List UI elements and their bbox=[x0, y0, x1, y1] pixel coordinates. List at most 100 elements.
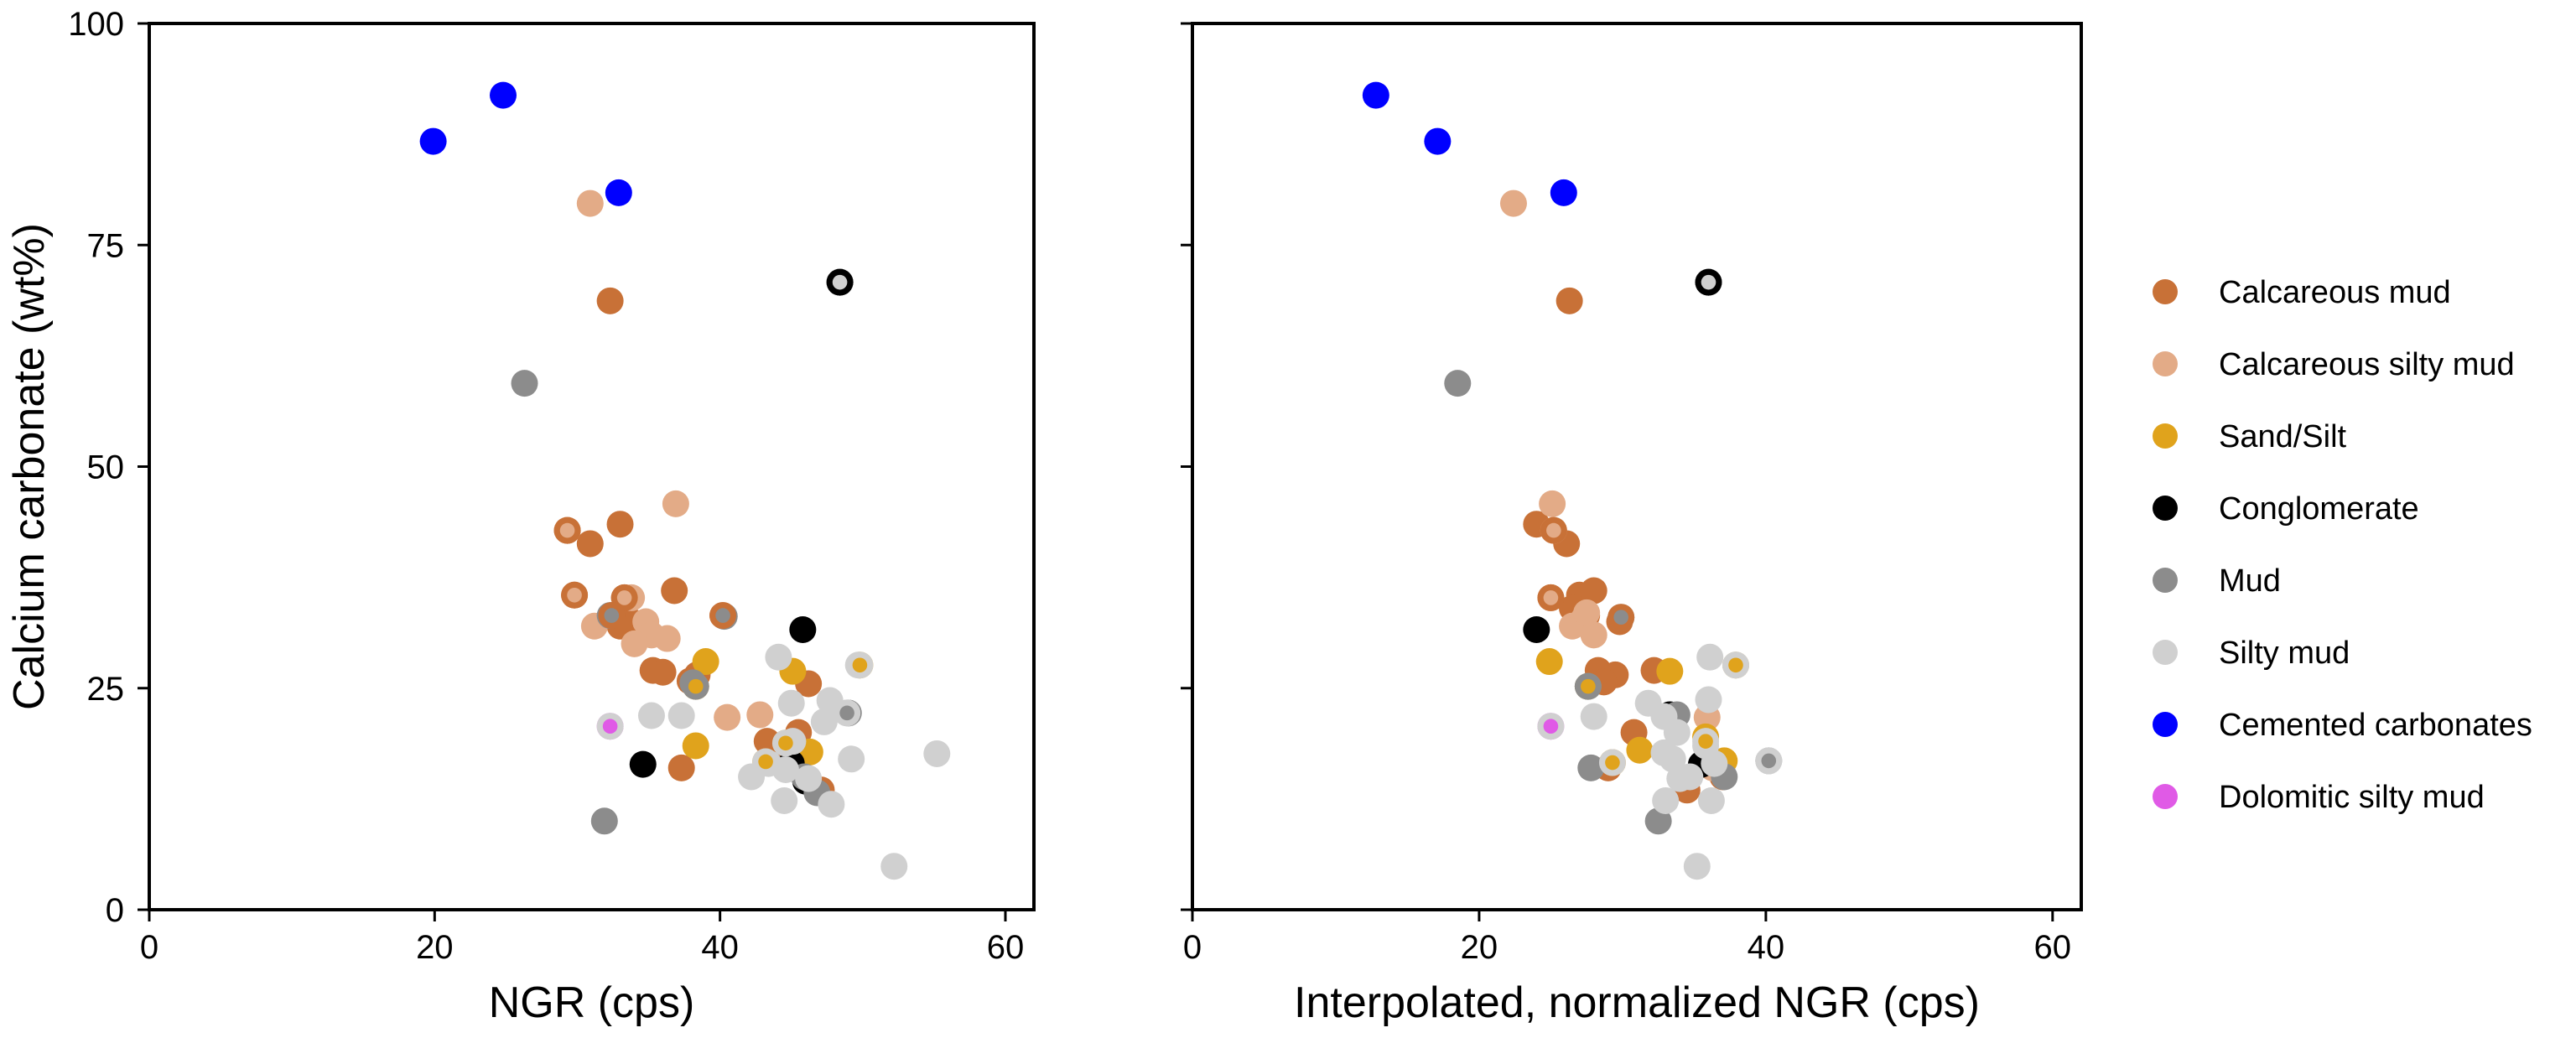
point-mud bbox=[1577, 754, 1605, 781]
point-conglomerate bbox=[789, 615, 817, 643]
ring-inner-point bbox=[852, 657, 868, 673]
point-silty-mud bbox=[923, 740, 951, 767]
legend-marker-conglomerate bbox=[2153, 496, 2178, 521]
point-silty-mud bbox=[1683, 853, 1711, 880]
point-mud bbox=[511, 370, 538, 397]
y-tick-label: 0 bbox=[106, 892, 124, 929]
plot-frame bbox=[148, 22, 1036, 911]
y-tick-label: 25 bbox=[87, 671, 125, 708]
legend: Calcareous mud Calcareous silty mud Sand/S… bbox=[2153, 275, 2532, 815]
legend-marker-cemented-carbonates bbox=[2153, 712, 2178, 737]
point-calcareous-mud bbox=[576, 530, 604, 558]
legend-label-cemented-carbonates: Cemented carbonates bbox=[2219, 708, 2532, 743]
point-sand-silt bbox=[682, 732, 709, 760]
ring-inner-point bbox=[1701, 274, 1716, 290]
point-silty-mud bbox=[880, 853, 908, 880]
point-silty-mud bbox=[637, 702, 665, 729]
chart-panel-ngr: 0 20 40 60 0 25 50 75 100 NGR (cps) Calcium carbon… bbox=[5, 6, 1036, 1027]
point-silty-mud bbox=[1663, 719, 1690, 746]
point-silty-mud bbox=[1697, 786, 1725, 814]
point-calcareous-silty-mud bbox=[714, 703, 741, 731]
y-tick-label: 100 bbox=[68, 6, 124, 43]
legend-marker-silty-mud bbox=[2153, 640, 2178, 665]
point-sand-silt bbox=[1656, 657, 1684, 685]
y-tick-label: 50 bbox=[87, 449, 125, 486]
x-axis-title: Interpolated, normalized NGR (cps) bbox=[1294, 978, 1980, 1027]
x-tick-label: 40 bbox=[1748, 929, 1785, 966]
point-cemented-carbonates bbox=[1362, 81, 1389, 109]
ring-inner-point bbox=[1543, 590, 1559, 605]
point-silty-mud bbox=[1696, 643, 1724, 671]
x-tick-label: 0 bbox=[1183, 929, 1202, 966]
legend-marker-sand-silt bbox=[2153, 423, 2178, 449]
point-calcareous-mud bbox=[1555, 287, 1583, 314]
point-mud bbox=[590, 807, 618, 835]
point-silty-mud bbox=[777, 689, 805, 717]
point-calcareous-silty-mud bbox=[746, 701, 774, 729]
x-tick-label: 40 bbox=[701, 929, 739, 966]
point-mud bbox=[1644, 807, 1672, 835]
ring-inner-point bbox=[602, 719, 618, 734]
point-cemented-carbonates bbox=[1424, 127, 1452, 155]
legend-marker-calcareous-mud bbox=[2153, 279, 2178, 304]
data-points bbox=[1362, 81, 1783, 880]
ring-inner-point bbox=[715, 608, 730, 623]
legend-label-dolomitic-silty-mud: Dolomitic silty mud bbox=[2219, 780, 2485, 815]
point-mud bbox=[1444, 370, 1472, 397]
point-calcareous-silty-mud bbox=[1573, 599, 1601, 626]
legend-marker-calcareous-silty-mud bbox=[2153, 351, 2178, 376]
point-cemented-carbonates bbox=[419, 127, 447, 155]
point-calcareous-mud bbox=[1580, 577, 1607, 605]
ringed-points bbox=[1537, 268, 1783, 776]
point-calcareous-mud bbox=[661, 577, 688, 605]
point-silty-mud bbox=[1666, 765, 1694, 792]
ring-inner-point bbox=[1605, 755, 1620, 771]
ring-inner-point bbox=[1546, 522, 1561, 538]
point-silty-mud bbox=[771, 786, 798, 814]
x-tick-label: 60 bbox=[987, 929, 1025, 966]
legend-label-silty-mud: Silty mud bbox=[2219, 636, 2350, 671]
ring-inner-point bbox=[832, 274, 848, 290]
point-silty-mud bbox=[795, 765, 823, 792]
x-tick-label: 60 bbox=[2034, 929, 2072, 966]
y-tick-label: 75 bbox=[87, 227, 125, 264]
ring-inner-point bbox=[1728, 657, 1743, 673]
legend-marker-mud bbox=[2153, 568, 2178, 593]
point-conglomerate bbox=[1523, 615, 1550, 643]
point-silty-mud bbox=[1695, 686, 1722, 714]
point-silty-mud bbox=[838, 745, 865, 773]
ring-inner-point bbox=[688, 678, 704, 694]
point-calcareous-silty-mud bbox=[1539, 490, 1566, 517]
x-axis-title: NGR (cps) bbox=[489, 978, 695, 1027]
point-calcareous-silty-mud bbox=[621, 630, 648, 657]
ring-inner-point bbox=[1761, 753, 1777, 769]
ring-inner-point bbox=[758, 754, 773, 770]
point-silty-mud bbox=[810, 708, 838, 735]
point-calcareous-silty-mud bbox=[1580, 621, 1607, 649]
ring-inner-point bbox=[1543, 719, 1559, 734]
legend-label-sand-silt: Sand/Silt bbox=[2219, 419, 2347, 454]
point-silty-mud bbox=[667, 702, 695, 729]
x-tick-label: 20 bbox=[1461, 929, 1498, 966]
point-silty-mud bbox=[765, 643, 792, 671]
legend-label-conglomerate: Conglomerate bbox=[2219, 491, 2419, 527]
legend-label-calcareous-silty-mud: Calcareous silty mud bbox=[2219, 347, 2515, 382]
chart-panel-normalized-ngr: 0 20 40 60 Interpolated, normalized NGR (cps… bbox=[1181, 22, 2083, 1027]
x-tick-label: 0 bbox=[140, 929, 158, 966]
point-sand-silt bbox=[1626, 736, 1654, 764]
point-cemented-carbonates bbox=[1550, 179, 1577, 206]
ring-inner-point bbox=[1581, 678, 1596, 694]
legend-marker-dolomitic-silty-mud bbox=[2153, 784, 2178, 809]
y-axis-title: Calcium carbonate (wt%) bbox=[5, 223, 54, 710]
point-calcareous-mud bbox=[667, 754, 695, 781]
ring-inner-point bbox=[616, 590, 632, 605]
point-cemented-carbonates bbox=[605, 179, 632, 206]
ring-inner-point bbox=[604, 608, 620, 623]
point-silty-mud bbox=[818, 791, 845, 818]
ring-inner-point bbox=[839, 705, 854, 721]
point-calcareous-mud bbox=[606, 511, 634, 538]
point-calcareous-silty-mud bbox=[653, 625, 681, 652]
point-sand-silt bbox=[692, 648, 719, 676]
point-silty-mud bbox=[1580, 703, 1607, 730]
